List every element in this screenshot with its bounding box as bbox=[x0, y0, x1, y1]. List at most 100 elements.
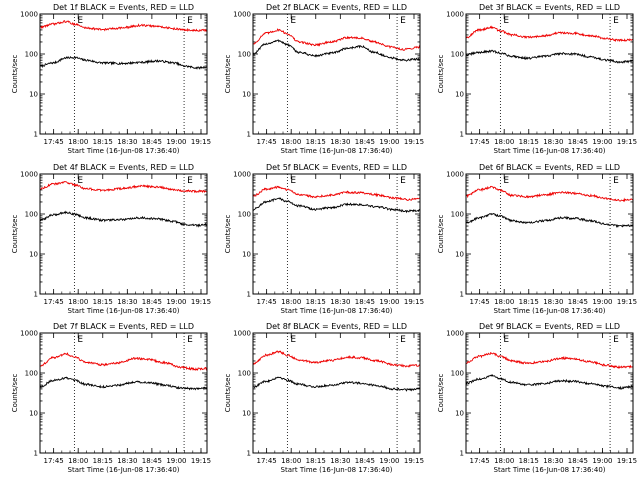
y-tick-label: 1 bbox=[34, 450, 38, 458]
y-tick-label: 100 bbox=[451, 51, 464, 59]
x-tick-label: 18:15 bbox=[306, 138, 326, 146]
x-tick-label: 18:00 bbox=[68, 457, 88, 465]
x-axis-label: Start Time (16-Jun-08 17:36:40) bbox=[281, 147, 393, 155]
chart-panel-8: Det 8f BLACK = Events, RED = LLD E E 1 10 100… bbox=[224, 322, 424, 474]
chart-panel-5: Det 5f BLACK = Events, RED = LLD E E 1 10 100… bbox=[224, 163, 424, 315]
x-tick-label: 18:45 bbox=[142, 457, 162, 465]
x-tick-label: 19:15 bbox=[404, 298, 424, 306]
eclipse-marker: E bbox=[613, 16, 619, 26]
x-tick-label: 19:00 bbox=[379, 298, 399, 306]
x-tick-label: 17:45 bbox=[470, 457, 490, 465]
chart-panel-2: Det 2f BLACK = Events, RED = LLD E E 1 10 100… bbox=[224, 3, 424, 155]
x-tick-label: 18:30 bbox=[543, 298, 563, 306]
x-tick-label: 19:00 bbox=[592, 138, 612, 146]
eclipse-marker: E bbox=[77, 176, 83, 186]
chart-title: Det 5f BLACK = Events, RED = LLD bbox=[266, 163, 407, 172]
x-tick-label: 19:15 bbox=[404, 138, 424, 146]
x-tick-label: 18:15 bbox=[519, 298, 539, 306]
y-tick-label: 100 bbox=[451, 211, 464, 219]
eclipse-marker: E bbox=[290, 335, 296, 345]
y-tick-label: 1000 bbox=[446, 330, 464, 338]
x-tick-label: 19:00 bbox=[166, 298, 186, 306]
eclipse-marker: E bbox=[290, 16, 296, 26]
eclipse-marker: E bbox=[503, 335, 509, 345]
y-axis-label: Counts/sec bbox=[437, 55, 445, 94]
events-series-line bbox=[39, 376, 208, 391]
y-tick-label: 100 bbox=[238, 370, 251, 378]
chart-panel-7: Det 7f BLACK = Events, RED = LLD E E 1 10 100… bbox=[11, 322, 211, 474]
plot-frame bbox=[252, 13, 421, 135]
x-axis-label: Start Time (16-Jun-08 17:36:40) bbox=[494, 466, 606, 474]
chart-title: Det 4f BLACK = Events, RED = LLD bbox=[53, 163, 194, 172]
y-tick-label: 100 bbox=[25, 370, 38, 378]
plot-frame bbox=[39, 332, 208, 454]
x-axis-label: Start Time (16-Jun-08 17:36:40) bbox=[68, 147, 180, 155]
x-tick-label: 19:00 bbox=[379, 138, 399, 146]
y-tick-label: 10 bbox=[242, 410, 251, 418]
y-tick-label: 100 bbox=[238, 211, 251, 219]
x-tick-label: 18:45 bbox=[355, 298, 375, 306]
y-tick-label: 10 bbox=[455, 91, 464, 99]
y-tick-label: 1000 bbox=[233, 330, 251, 338]
chart-panel-1: Det 1f BLACK = Events, RED = LLD E E 1 10 100… bbox=[11, 3, 211, 155]
x-tick-label: 17:45 bbox=[257, 457, 277, 465]
x-tick-label: 19:00 bbox=[166, 457, 186, 465]
plot-frame bbox=[465, 173, 634, 295]
chart-title: Det 3f BLACK = Events, RED = LLD bbox=[479, 3, 620, 12]
eclipse-marker: E bbox=[503, 16, 509, 26]
x-tick-label: 18:15 bbox=[519, 138, 539, 146]
chart-title: Det 1f BLACK = Events, RED = LLD bbox=[53, 3, 194, 12]
x-axis-label: Start Time (16-Jun-08 17:36:40) bbox=[68, 466, 180, 474]
y-tick-label: 1 bbox=[460, 450, 464, 458]
x-tick-label: 18:00 bbox=[494, 138, 514, 146]
x-tick-label: 18:00 bbox=[281, 457, 301, 465]
eclipse-marker: E bbox=[77, 16, 83, 26]
x-tick-label: 19:00 bbox=[592, 457, 612, 465]
chart-title: Det 8f BLACK = Events, RED = LLD bbox=[266, 322, 407, 331]
y-tick-label: 100 bbox=[25, 51, 38, 59]
x-tick-label: 17:45 bbox=[470, 138, 490, 146]
y-tick-label: 1000 bbox=[233, 11, 251, 19]
y-tick-label: 1000 bbox=[20, 330, 38, 338]
x-tick-label: 17:45 bbox=[257, 138, 277, 146]
x-tick-label: 17:45 bbox=[44, 138, 64, 146]
plot-frame bbox=[39, 13, 208, 135]
plot-frame bbox=[465, 13, 634, 135]
y-tick-label: 10 bbox=[455, 410, 464, 418]
x-tick-label: 17:45 bbox=[44, 298, 64, 306]
x-tick-label: 19:15 bbox=[617, 298, 637, 306]
plot-frame bbox=[252, 332, 421, 454]
y-tick-label: 1000 bbox=[446, 171, 464, 179]
lld-series-line bbox=[465, 185, 633, 203]
y-axis-label: Counts/sec bbox=[11, 374, 19, 413]
x-tick-label: 19:15 bbox=[191, 457, 211, 465]
x-tick-label: 19:15 bbox=[404, 457, 424, 465]
x-tick-label: 18:30 bbox=[117, 138, 137, 146]
chart-panel-3: Det 3f BLACK = Events, RED = LLD E E 1 10 100… bbox=[437, 3, 637, 155]
x-axis-label: Start Time (16-Jun-08 17:36:40) bbox=[281, 307, 393, 315]
y-tick-label: 1000 bbox=[233, 171, 251, 179]
x-tick-label: 17:45 bbox=[44, 457, 64, 465]
chart-panel-6: Det 6f BLACK = Events, RED = LLD E E 1 10 100… bbox=[437, 163, 637, 315]
chart-title: Det 9f BLACK = Events, RED = LLD bbox=[479, 322, 620, 331]
y-axis-label: Counts/sec bbox=[224, 55, 232, 94]
eclipse-marker: E bbox=[613, 176, 619, 186]
x-tick-label: 19:00 bbox=[166, 138, 186, 146]
x-tick-label: 18:30 bbox=[330, 457, 350, 465]
y-tick-label: 100 bbox=[238, 51, 251, 59]
plot-frame bbox=[465, 332, 634, 454]
x-axis-label: Start Time (16-Jun-08 17:36:40) bbox=[494, 307, 606, 315]
y-axis-label: Counts/sec bbox=[224, 215, 232, 254]
eclipse-marker: E bbox=[400, 16, 406, 26]
chart-title: Det 7f BLACK = Events, RED = LLD bbox=[53, 322, 194, 331]
x-tick-label: 18:45 bbox=[355, 138, 375, 146]
x-tick-label: 18:45 bbox=[142, 298, 162, 306]
y-tick-label: 10 bbox=[242, 251, 251, 259]
eclipse-marker: E bbox=[187, 335, 193, 345]
x-tick-label: 18:00 bbox=[281, 298, 301, 306]
x-tick-label: 18:15 bbox=[306, 298, 326, 306]
x-tick-label: 18:00 bbox=[494, 298, 514, 306]
x-tick-label: 19:15 bbox=[191, 138, 211, 146]
eclipse-marker: E bbox=[613, 335, 619, 345]
y-tick-label: 1000 bbox=[446, 11, 464, 19]
